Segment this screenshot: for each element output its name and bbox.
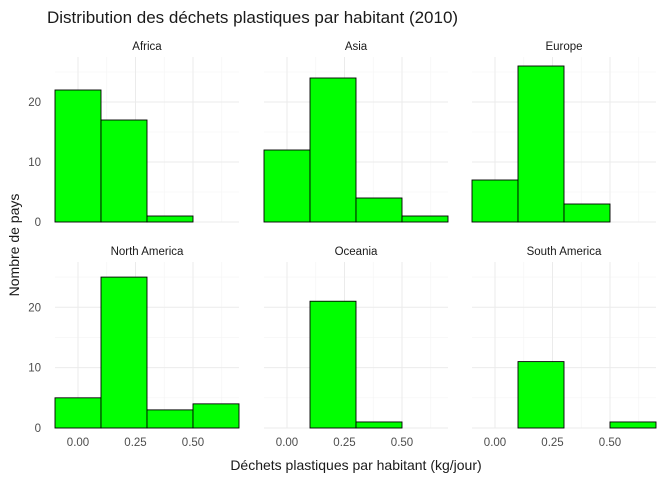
histogram-bar	[192, 403, 240, 429]
x-tick-label: 0.50	[599, 437, 621, 449]
facet-label: Africa	[132, 41, 162, 53]
histogram-bar	[100, 119, 148, 223]
facet-panels: Africa 0 10 20 Asia Europe North America 0 10 20 0…	[28, 41, 657, 449]
facet-label: North America	[111, 246, 184, 258]
histogram-bar	[517, 65, 565, 223]
facet-label: Oceania	[335, 246, 378, 258]
facet-label: Asia	[345, 41, 368, 53]
facet-panel: South America 0.00 0.25 0.50	[472, 246, 657, 449]
histogram-bar	[263, 149, 311, 223]
facet-label: Europe	[545, 41, 582, 53]
facet-panel: Europe	[471, 41, 656, 223]
histogram-bar	[100, 276, 148, 429]
x-tick-label: 0.50	[182, 437, 204, 449]
y-tick-label: 10	[28, 363, 41, 375]
y-tick-label: 20	[28, 302, 41, 314]
x-axis-title: Déchets plastiques par habitant (kg/jour…	[230, 457, 481, 473]
histogram-bar	[146, 409, 194, 429]
histogram-bar	[355, 421, 403, 429]
y-tick-label: 0	[35, 423, 41, 435]
histogram-bar	[609, 421, 657, 429]
histogram-bar	[355, 197, 403, 223]
x-tick-label: 0.50	[391, 437, 413, 449]
x-tick-label: 0.25	[333, 437, 355, 449]
facet-panel: Asia	[263, 41, 449, 223]
x-tick-label: 0.00	[276, 437, 298, 449]
facet-panel: North America 0 10 20 0.00 0.25 0.50	[28, 246, 240, 449]
y-axis-title: Nombre de pays	[6, 194, 22, 297]
facet-label: South America	[527, 246, 602, 258]
x-tick-label: 0.00	[484, 437, 506, 449]
y-tick-label: 10	[28, 157, 41, 169]
histogram-bar	[146, 215, 194, 223]
y-tick-label: 20	[28, 97, 41, 109]
facet-panel: Oceania 0.00 0.25 0.50	[264, 246, 448, 449]
y-tick-label: 0	[35, 217, 41, 229]
histogram-bar	[401, 215, 449, 223]
histogram-bar	[309, 300, 357, 429]
histogram-bar	[54, 89, 102, 223]
histogram-bar	[309, 77, 357, 223]
x-tick-label: 0.00	[67, 437, 89, 449]
histogram-bar	[54, 397, 102, 429]
histogram-bar	[471, 179, 519, 223]
histogram-bar	[563, 203, 611, 223]
x-tick-label: 0.25	[124, 437, 146, 449]
facet-panel: Africa 0 10 20	[28, 41, 239, 229]
chart-title: Distribution des déchets plastiques par …	[47, 8, 458, 27]
histogram-bar	[517, 361, 565, 429]
x-tick-label: 0.25	[541, 437, 563, 449]
